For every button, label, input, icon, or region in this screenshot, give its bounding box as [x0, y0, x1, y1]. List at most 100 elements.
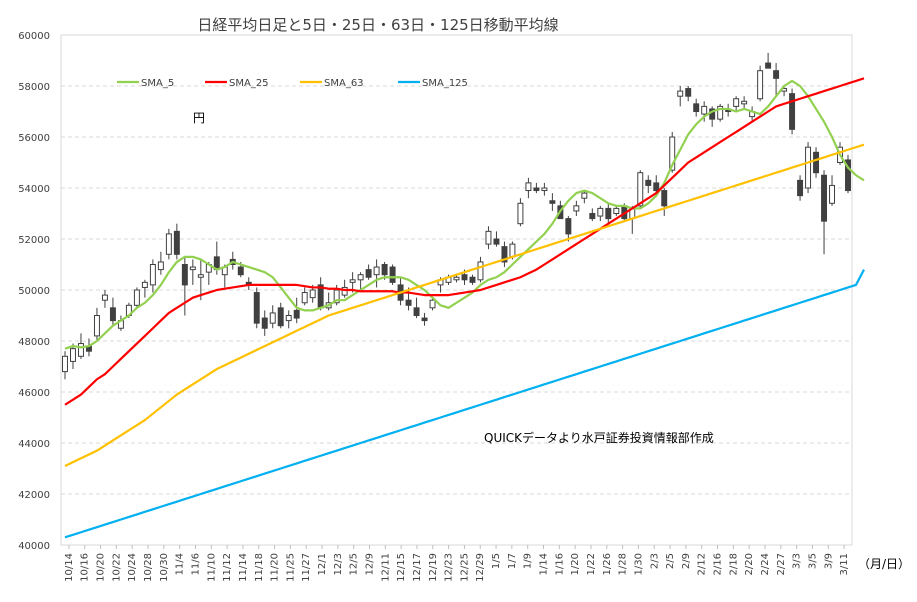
- candle: [469, 274, 476, 285]
- candle: [845, 154, 851, 194]
- x-tick-label: 2/24: [760, 553, 771, 575]
- y-tick-label: 50000: [18, 286, 50, 297]
- y-tick-label: 60000: [18, 31, 50, 42]
- candle: [821, 170, 828, 255]
- candle: [189, 259, 196, 285]
- candle-body-up: [197, 274, 204, 278]
- candle-body-up: [285, 315, 292, 322]
- candle: [373, 259, 380, 288]
- candle: [685, 86, 692, 102]
- candle: [405, 287, 412, 311]
- y-tick-label: 58000: [18, 82, 50, 93]
- candle: [141, 279, 148, 298]
- candle-body-up: [701, 105, 708, 115]
- x-tick-label: 12/3: [333, 553, 344, 575]
- candle-body-down: [549, 200, 556, 204]
- candle-body-down: [605, 207, 612, 220]
- x-tick-label: 11/6: [190, 553, 201, 575]
- gridlines: [60, 34, 853, 546]
- candle: [501, 241, 508, 268]
- candle-body-up: [453, 276, 460, 281]
- candle: [477, 256, 484, 283]
- source-note: QUICKデータより水戸証券投資情報部作成: [484, 430, 714, 445]
- candle-body-down: [565, 218, 572, 235]
- candle-body-down: [765, 62, 772, 69]
- candle: [133, 287, 140, 308]
- x-tick-label: 12/17: [412, 553, 423, 582]
- x-tick-label: 2/12: [697, 553, 708, 575]
- candle-body-down: [173, 230, 180, 255]
- x-tick-label: 12/25: [459, 553, 470, 582]
- candle-body-down: [589, 213, 596, 220]
- x-tick-label: 3/9: [823, 553, 834, 569]
- candle: [693, 98, 700, 117]
- y-tick-label: 56000: [18, 133, 50, 144]
- candle-body-down: [821, 174, 828, 222]
- x-tick-label: 11/18: [254, 553, 265, 582]
- candle-body-up: [573, 205, 580, 212]
- x-tick-label: 10/24: [127, 553, 138, 582]
- legend: SMA_5 SMA_25 SMA_63 SMA_125: [117, 78, 468, 89]
- candle-body-down: [421, 317, 428, 322]
- x-tick-label: 2/27: [776, 553, 787, 575]
- x-axis-unit-label: （月/日）: [858, 557, 910, 571]
- candle: [261, 310, 268, 336]
- candle: [93, 307, 100, 341]
- x-tick-label: 1/26: [602, 553, 613, 575]
- candle-body-down: [261, 317, 268, 329]
- candle-body-up: [677, 90, 684, 97]
- candle-body-up: [597, 207, 604, 217]
- candle: [565, 216, 572, 242]
- y-tick-label: 44000: [18, 439, 50, 450]
- x-tick-label: 1/7: [507, 553, 518, 569]
- x-tick-label: 1/5: [491, 553, 502, 569]
- candle-body-down: [661, 190, 668, 207]
- candles: [62, 52, 851, 380]
- x-tick-label: 2/3: [649, 553, 660, 569]
- candle: [677, 86, 684, 107]
- candle-body-down: [645, 179, 652, 186]
- candle-body-up: [93, 315, 100, 337]
- candle: [829, 175, 836, 206]
- candle-body-up: [309, 289, 316, 299]
- x-tick-label: 1/30: [633, 553, 644, 575]
- x-tick-label: 3/11: [839, 553, 850, 575]
- candle: [101, 290, 108, 308]
- candle: [541, 182, 548, 196]
- x-tick-label: 2/18: [728, 553, 739, 575]
- candle: [62, 351, 68, 380]
- candle-body-up: [669, 136, 676, 171]
- x-tick-label: 2/9: [681, 553, 692, 569]
- candle-body-up: [141, 281, 148, 288]
- x-tick-label: 1/14: [539, 553, 550, 575]
- candle-body-down: [797, 179, 804, 197]
- candle: [789, 88, 796, 135]
- candle-body-up: [133, 289, 140, 306]
- candle: [797, 175, 804, 201]
- x-tick-label: 12/19: [428, 553, 439, 582]
- legend-label: SMA_5: [141, 78, 174, 89]
- candle: [613, 205, 620, 217]
- candle-body-up: [509, 243, 516, 258]
- candle-body-up: [805, 146, 812, 189]
- candle-body-up: [541, 187, 548, 192]
- candle-body-up: [70, 348, 76, 362]
- candle-body-down: [237, 266, 244, 276]
- y-tick-label: 46000: [18, 388, 50, 399]
- unit-label: 円: [193, 111, 205, 125]
- candle: [773, 63, 780, 97]
- sma-lines: [64, 77, 865, 539]
- candle-body-down: [533, 187, 540, 192]
- candle-body-up: [613, 207, 620, 214]
- x-tick-label: 1/9: [523, 553, 534, 569]
- x-tick-label: 3/3: [792, 553, 803, 569]
- x-tick-label: 1/22: [586, 553, 597, 575]
- candle-body-up: [341, 286, 348, 296]
- legend-label: SMA_25: [229, 78, 269, 89]
- candle: [717, 103, 724, 122]
- y-tick-label: 42000: [18, 490, 50, 501]
- candle: [645, 175, 652, 194]
- y-tick-label: 40000: [18, 541, 50, 552]
